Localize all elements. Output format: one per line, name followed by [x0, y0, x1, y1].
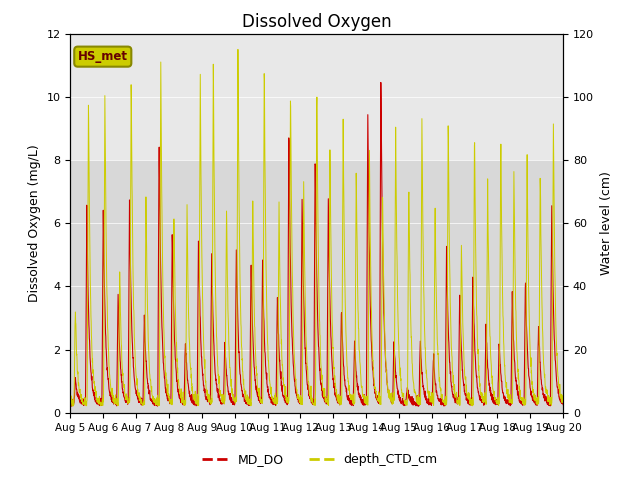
Text: HS_met: HS_met — [78, 50, 128, 63]
Y-axis label: Water level (cm): Water level (cm) — [600, 171, 612, 275]
Legend: MD_DO, depth_CTD_cm: MD_DO, depth_CTD_cm — [197, 448, 443, 471]
Title: Dissolved Oxygen: Dissolved Oxygen — [242, 12, 392, 31]
Bar — [70, 34, 563, 160]
Y-axis label: Dissolved Oxygen (mg/L): Dissolved Oxygen (mg/L) — [28, 144, 41, 302]
